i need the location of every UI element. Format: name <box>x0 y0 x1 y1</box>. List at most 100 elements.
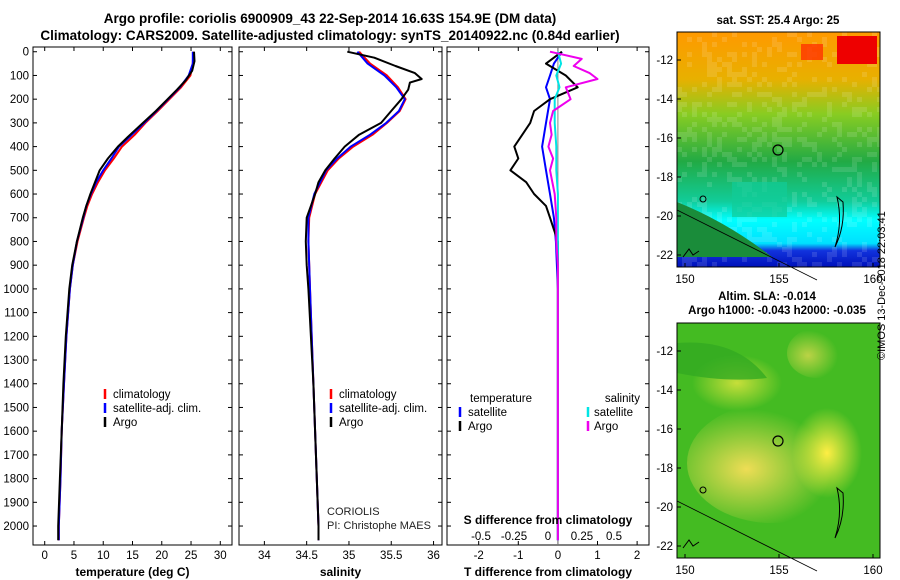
sla-map-y-tick-label: -22 <box>656 541 673 553</box>
sst-pixel <box>847 182 852 187</box>
sla-map-y-tick-label: -12 <box>656 346 673 358</box>
sla-map-y-tick-label: -20 <box>656 502 673 514</box>
sst-pixel <box>872 167 877 172</box>
sst-pixel <box>747 77 752 82</box>
sst-pixel <box>857 127 862 132</box>
sst-pixel <box>832 247 837 252</box>
sst-pixel <box>757 137 762 142</box>
sst-pixel <box>697 202 702 207</box>
sst-pixel <box>737 222 742 227</box>
sst-pixel <box>747 102 752 107</box>
sst-pixel <box>682 257 687 262</box>
sst-pixel <box>717 217 722 222</box>
sst-pixel <box>857 262 862 267</box>
sst-pixel <box>802 192 807 197</box>
sst-pixel <box>692 137 697 142</box>
sst-pixel <box>762 237 767 242</box>
sst-pixel <box>692 257 697 262</box>
sst-pixel <box>702 112 707 117</box>
sst-map-island <box>699 195 707 203</box>
depth-tick-label: 1800 <box>3 474 29 486</box>
sst-pixel <box>827 252 832 257</box>
sst-pixel <box>752 177 757 182</box>
sst-pixel <box>862 197 867 202</box>
sst-pixel <box>847 177 852 182</box>
sst-pixel <box>677 177 682 182</box>
sst-pixel <box>787 52 792 57</box>
sst-pixel <box>827 187 832 192</box>
sst-pixel <box>732 82 737 87</box>
sst-pixel <box>742 127 747 132</box>
sst-pixel <box>857 177 862 182</box>
sst-pixel <box>702 152 707 157</box>
sst-pixel <box>852 202 857 207</box>
sst-pixel <box>692 197 697 202</box>
sla-map-x-tick-label: 160 <box>863 565 882 577</box>
sla-map-y-tick-label: -16 <box>656 424 673 436</box>
sst-pixel <box>727 157 732 162</box>
sst-pixel <box>707 57 712 62</box>
sst-pixel <box>802 122 807 127</box>
depth-tick-label: 900 <box>10 260 29 272</box>
sst-pixel <box>807 197 812 202</box>
sst-pixel <box>787 252 792 257</box>
salinity-legend-label: climatology <box>339 389 397 401</box>
sst-pixel <box>762 227 767 232</box>
sst-pixel <box>752 127 757 132</box>
sst-pixel <box>697 102 702 107</box>
sst-pixel <box>862 247 867 252</box>
sst-pixel <box>742 42 747 47</box>
sst-pixel <box>702 42 707 47</box>
sst-pixel <box>742 217 747 222</box>
temperature-x-tick-label: 20 <box>155 550 168 562</box>
sst-pixel <box>742 52 747 57</box>
sst-pixel <box>802 262 807 267</box>
sst-pixel <box>747 152 752 157</box>
difference-x-tick-label: -1 <box>513 550 523 562</box>
sst-pixel <box>742 137 747 142</box>
sst-pixel <box>767 142 772 147</box>
sst-pixel <box>707 67 712 72</box>
sst-pixel <box>857 182 862 187</box>
sst-pixel <box>717 212 722 217</box>
sst-pixel <box>782 262 787 267</box>
sst-pixel <box>707 102 712 107</box>
sst-pixel <box>782 152 787 157</box>
sst-pixel <box>762 92 767 97</box>
sst-pixel <box>797 112 802 117</box>
sst-pixel <box>722 152 727 157</box>
sst-pixel <box>747 172 752 177</box>
title-line-1: Argo profile: coriolis 6900909_43 22-Sep… <box>103 11 557 26</box>
sla-low <box>677 342 767 380</box>
sst-map-y-tick-label: -20 <box>656 211 673 223</box>
sst-pixel <box>792 192 797 197</box>
temperature-x-tick-label: 10 <box>97 550 110 562</box>
depth-tick-label: 500 <box>10 165 29 177</box>
sst-pixel <box>822 87 827 92</box>
sst-pixel <box>852 157 857 162</box>
sst-pixel <box>867 142 872 147</box>
sst-pixel <box>777 127 782 132</box>
sst-pixel <box>872 62 877 67</box>
sst-pixel <box>867 112 872 117</box>
sst-pixel <box>832 52 837 57</box>
sst-pixel <box>832 122 837 127</box>
temperature-x-tick-label: 25 <box>185 550 198 562</box>
difference-x-tick-label: 1 <box>594 550 600 562</box>
sst-pixel <box>852 197 857 202</box>
sst-pixel <box>737 137 742 142</box>
sst-pixel <box>767 82 772 87</box>
sst-pixel <box>712 147 717 152</box>
sst-pixel <box>842 92 847 97</box>
temperature-xlabel: temperature (deg C) <box>75 565 189 579</box>
sst-pixel <box>712 32 717 37</box>
sst-pixel <box>837 142 842 147</box>
sst-pixel <box>807 142 812 147</box>
sst-pixel <box>832 157 837 162</box>
sst-pixel <box>777 137 782 142</box>
sst-pixel <box>737 122 742 127</box>
sst-pixel <box>842 102 847 107</box>
sst-pixel <box>707 137 712 142</box>
sst-pixel <box>782 167 787 172</box>
